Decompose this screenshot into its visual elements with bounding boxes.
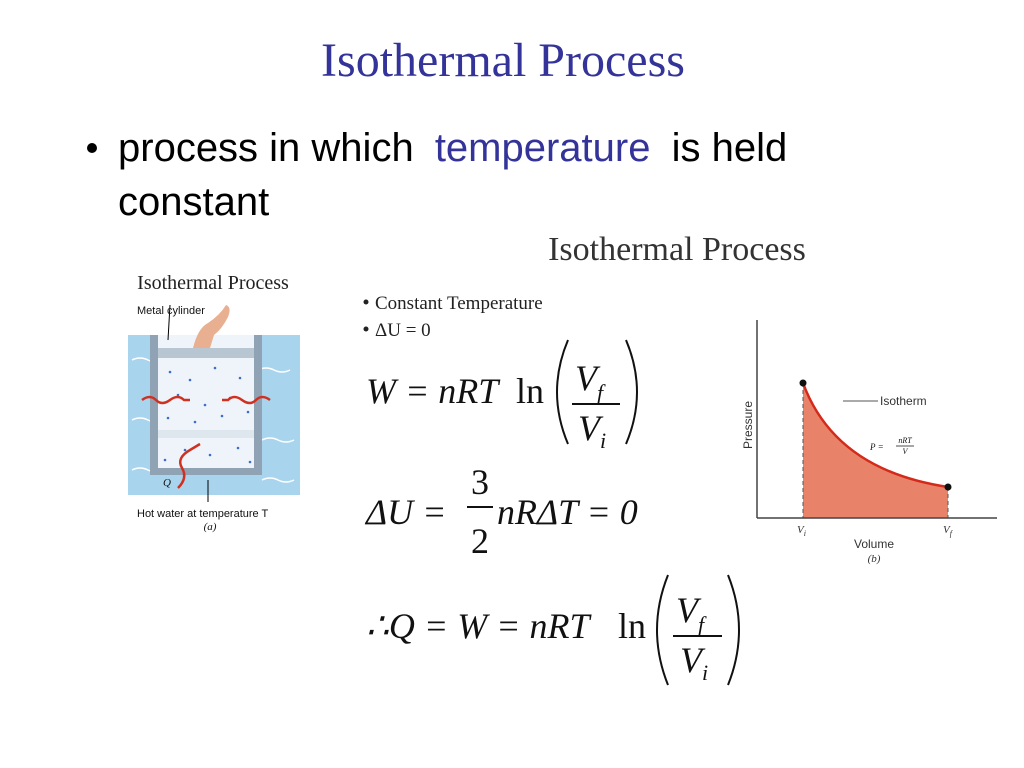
label-cylinder: Metal cylinder — [137, 305, 205, 317]
bullet-wrap: constant — [118, 180, 269, 224]
parens — [556, 339, 638, 445]
eq-lhs: W = nRT — [366, 371, 501, 411]
eq-num-sub: f — [698, 612, 707, 637]
bullet-text: process in which temperature is held — [118, 126, 787, 170]
eq-fn: ln — [516, 371, 544, 411]
bullet-dot — [87, 143, 97, 153]
caption-a: (a) — [204, 521, 217, 533]
eq-fn: ln — [618, 606, 646, 646]
eq-den: Vi — [680, 640, 708, 685]
piston-top — [158, 348, 254, 358]
state-point — [944, 483, 952, 491]
eq-num-base: V — [575, 358, 601, 398]
eq-num: 3 — [471, 462, 489, 502]
point-dot — [363, 326, 369, 332]
parens — [656, 574, 740, 686]
formula-num: nRT — [898, 436, 912, 445]
eq-den: 2 — [471, 521, 489, 561]
eq-den: Vi — [578, 408, 606, 453]
bullet-key: temperature — [435, 126, 651, 170]
gas-molecules — [163, 366, 252, 464]
eq-num: Vf — [676, 590, 707, 637]
bullet-tail: is held — [672, 126, 788, 170]
work-area — [803, 383, 948, 518]
eq-rhs: nRΔT = 0 — [497, 492, 638, 532]
x-end: Vf — [943, 524, 954, 538]
leader-cylinder — [167, 304, 171, 341]
isotherm-curve — [801, 382, 949, 489]
heat-arrow-right — [222, 395, 271, 405]
heat-arrow-left — [141, 395, 190, 405]
x-start-base: V — [797, 524, 805, 536]
point: ΔU = 0 — [375, 320, 431, 341]
panel: Isothermal Process Constant Temperature … — [363, 231, 806, 686]
eq-num-base: V — [676, 590, 702, 630]
curve-label: Isotherm — [880, 394, 927, 408]
figure-b: Isotherm P = nRT V Pressure Vi Vf Volume… — [741, 320, 997, 565]
label-heat: Q — [163, 477, 171, 489]
figure-a-title: Isothermal Process — [137, 272, 289, 294]
x-end-sub: f — [950, 529, 954, 538]
slide-title: Isothermal Process — [321, 34, 685, 87]
figure-a: Isothermal Process Metal cylinder Q Hot … — [128, 272, 300, 533]
hand — [193, 305, 230, 348]
eq-den-sub: i — [600, 428, 606, 453]
point-dot — [363, 299, 369, 305]
divider — [158, 430, 254, 438]
eq-num: Vf — [575, 358, 606, 405]
eq-den-base: V — [578, 408, 604, 448]
formula-lhs: P = — [869, 442, 884, 452]
eq-lhs: ∴Q = W = nRT — [366, 606, 592, 646]
water-waves — [131, 357, 295, 483]
state-point — [799, 379, 807, 387]
eq-num-sub: f — [597, 380, 606, 405]
x-start: Vi — [797, 524, 806, 538]
eq-lhs: ΔU = — [364, 492, 446, 532]
formula-den: V — [903, 447, 909, 456]
label-water: Hot water at temperature T — [137, 508, 269, 520]
y-label: Pressure — [741, 401, 755, 449]
x-label: Volume — [854, 537, 894, 551]
caption-b: (b) — [868, 553, 881, 565]
bullet-lead: process in which — [118, 126, 414, 170]
heat-arrow-bottom — [177, 442, 201, 489]
eq-den-base: V — [680, 640, 706, 680]
x-start-sub: i — [804, 529, 806, 538]
point: Constant Temperature — [375, 293, 543, 314]
panel-title: Isothermal Process — [548, 231, 806, 268]
x-end-base: V — [943, 524, 951, 536]
eq-den-sub: i — [702, 660, 708, 685]
